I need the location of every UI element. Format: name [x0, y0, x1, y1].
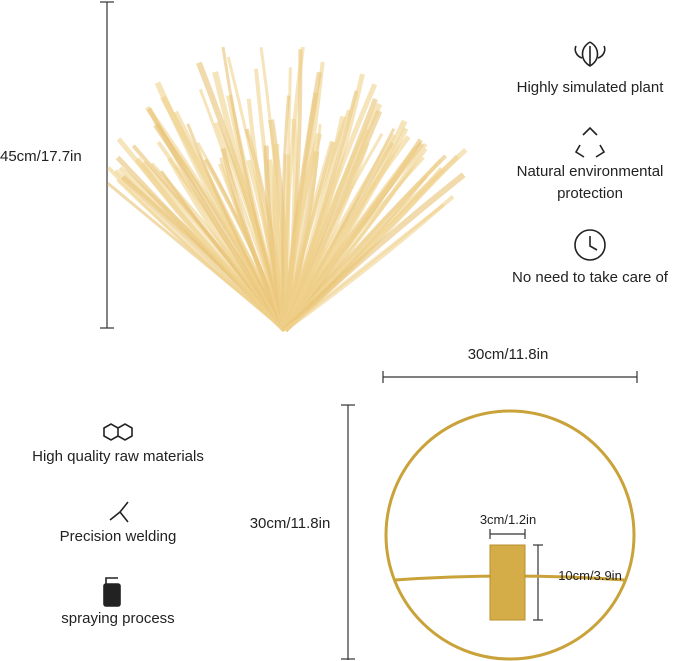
holder-height: 30cm/11.8in [249, 515, 331, 532]
feature-label: spraying process [61, 610, 175, 627]
icons [103, 41, 606, 607]
pampas-plant [106, 46, 468, 333]
plant-frond [282, 102, 383, 331]
plant-frond [282, 172, 466, 333]
cup-width: 3cm/1.2in [479, 512, 537, 527]
plant-height: 45cm/17.7in [0, 148, 82, 165]
feature-label: High quality raw materials [32, 448, 204, 465]
feature-label: Natural environmental protection [516, 163, 664, 202]
plant-frond [282, 132, 323, 331]
plant-frond [134, 157, 288, 333]
feature-label: Precision welding [59, 528, 177, 545]
cup-height: 10cm/3.9in [558, 568, 622, 583]
holder-width: 30cm/11.8in [467, 346, 549, 363]
plant-frond [282, 46, 305, 331]
plant-frond [283, 109, 352, 331]
plant-frond [283, 194, 455, 332]
plant-frond [272, 143, 288, 331]
feature-label: No need to take care of [512, 269, 668, 286]
wall-holder [384, 409, 636, 661]
plant-frond [106, 166, 287, 332]
plant-frond [221, 46, 287, 331]
feature-label: Highly simulated plant [516, 79, 664, 96]
dimension-lines [100, 1, 638, 660]
plant-frond [283, 156, 425, 331]
plant-frond [186, 123, 287, 331]
